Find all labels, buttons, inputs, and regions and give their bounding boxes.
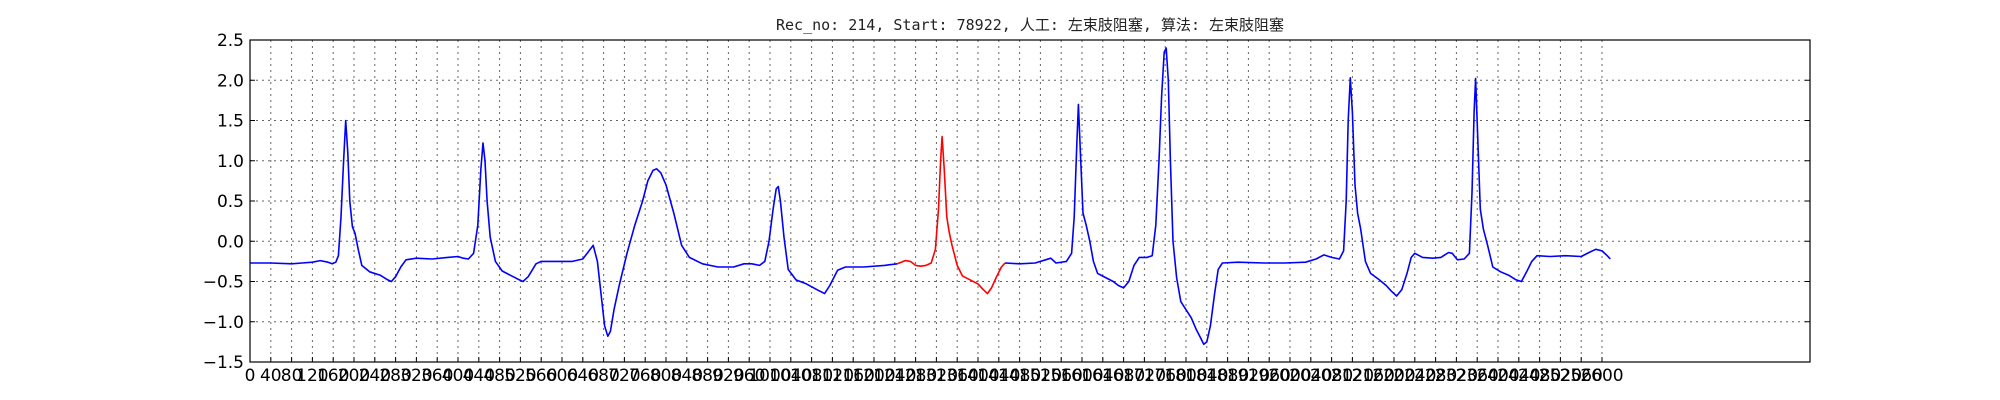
- x-tick-label: 1080: [790, 366, 833, 386]
- x-tick-label: 1520: [1019, 366, 1062, 386]
- x-tick-label: 2360: [1456, 366, 1499, 386]
- x-tick-label: 1200: [852, 366, 895, 386]
- x-tick-label: 2440: [1497, 366, 1540, 386]
- x-tick-label: 600: [546, 366, 578, 386]
- x-tick-label: 2240: [1393, 366, 1436, 386]
- x-tick-label: 960: [733, 366, 765, 386]
- x-tick-label: 2120: [1331, 366, 1374, 386]
- chart-title: Rec_no: 214, Start: 78922, 人工: 左束肢阻塞, 算法…: [776, 16, 1284, 34]
- x-tick-label: 1400: [956, 366, 999, 386]
- x-tick-label: 2280: [1414, 366, 1457, 386]
- x-tick-label: 1480: [998, 366, 1041, 386]
- x-tick-label: 2560: [1560, 366, 1603, 386]
- x-tick-label: 400: [442, 366, 474, 386]
- x-tick-label: 1160: [832, 366, 875, 386]
- x-tick-label: 240: [359, 366, 391, 386]
- x-tick-label: 1720: [1123, 366, 1166, 386]
- x-tick-label: 480: [483, 366, 515, 386]
- x-tick-label: 520: [504, 366, 536, 386]
- x-tick-label: 320: [400, 366, 432, 386]
- x-tick-label: 1240: [873, 366, 916, 386]
- x-tick-label: 560: [525, 366, 557, 386]
- x-tick-label: 360: [421, 366, 453, 386]
- x-tick-label: 680: [587, 366, 619, 386]
- x-tick-label: 1640: [1081, 366, 1124, 386]
- x-tick-label: 2000: [1268, 366, 1311, 386]
- x-tick-label: 1600: [1060, 366, 1103, 386]
- x-tick-label: 2480: [1518, 366, 1561, 386]
- x-tick-label: 1920: [1227, 366, 1270, 386]
- x-tick-label: 1880: [1206, 366, 1249, 386]
- x-tick-label: 280: [379, 366, 411, 386]
- x-tick-label: 840: [671, 366, 703, 386]
- x-tick-label: 1560: [1040, 366, 1083, 386]
- grid-lines: [249, 39, 1810, 363]
- x-tick-label: 160: [317, 366, 349, 386]
- x-tick-label: 1040: [769, 366, 812, 386]
- x-tick-label: 40: [260, 366, 282, 386]
- ecg-series-line-1: [250, 119, 898, 338]
- x-tick-label: 1440: [977, 366, 1020, 386]
- x-tick-label: 2200: [1372, 366, 1415, 386]
- ecg-series-line-2: [897, 135, 1006, 295]
- y-tick-label: 0.0: [217, 232, 244, 252]
- y-tick-label: 2.5: [217, 31, 244, 51]
- axis-ticks: 0 40 8012016020024028032036040044048052056…: [203, 31, 1810, 386]
- y-tick-label: 1.5: [217, 112, 244, 132]
- x-tick-label: 720: [608, 366, 640, 386]
- x-tick-label: 0: [245, 366, 256, 386]
- x-tick-label: 2160: [1352, 366, 1395, 386]
- x-tick-label: 1360: [936, 366, 979, 386]
- x-tick-label: 1800: [1164, 366, 1207, 386]
- x-tick-label: 200: [338, 366, 370, 386]
- x-tick-label: 880: [691, 366, 723, 386]
- y-tick-label: 2.0: [217, 71, 244, 91]
- x-tick-label: 1280: [894, 366, 937, 386]
- x-tick-label: 120: [296, 366, 328, 386]
- x-tick-label: 920: [712, 366, 744, 386]
- x-tick-label: 2080: [1310, 366, 1353, 386]
- x-tick-label: 2600: [1580, 366, 1623, 386]
- x-tick-label: 1680: [1102, 366, 1145, 386]
- y-tick-label: 0.5: [217, 192, 244, 212]
- y-tick-label: −1.5: [203, 353, 244, 373]
- x-tick-label: 800: [650, 366, 682, 386]
- x-tick-label: 760: [629, 366, 661, 386]
- ecg-series-line-3: [1004, 47, 1611, 346]
- x-tick-label: 1760: [1144, 366, 1187, 386]
- x-tick-label: 640: [567, 366, 599, 386]
- x-tick-label: 1320: [915, 366, 958, 386]
- x-tick-label: 1120: [811, 366, 854, 386]
- x-tick-label: 1840: [1185, 366, 1228, 386]
- x-tick-label: 1960: [1248, 366, 1291, 386]
- y-tick-label: −1.0: [203, 313, 244, 333]
- x-tick-label: 80: [281, 366, 303, 386]
- x-tick-label: 1000: [748, 366, 791, 386]
- x-tick-label: 2040: [1289, 366, 1332, 386]
- y-tick-label: 1.0: [217, 152, 244, 172]
- x-tick-label: 440: [463, 366, 495, 386]
- x-tick-label: 2320: [1435, 366, 1478, 386]
- series-layer: [250, 47, 1611, 346]
- x-tick-label: 2400: [1476, 366, 1519, 386]
- x-tick-label: 2520: [1539, 366, 1582, 386]
- y-tick-label: −0.5: [203, 273, 244, 293]
